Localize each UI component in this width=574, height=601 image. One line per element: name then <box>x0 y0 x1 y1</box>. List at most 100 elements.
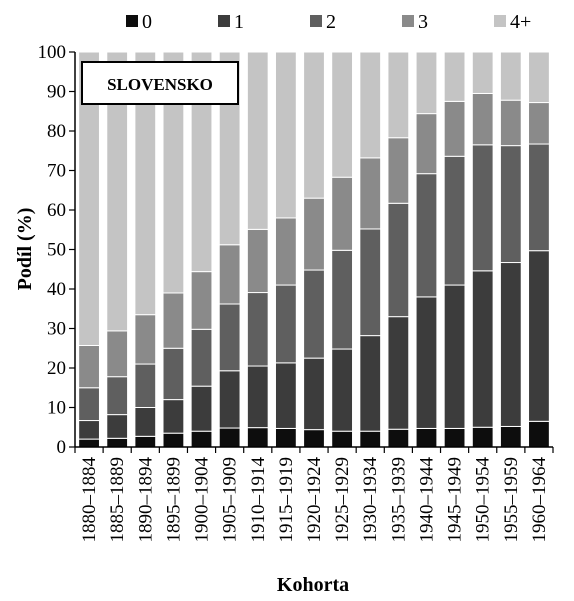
y-tick-label: 0 <box>57 437 67 458</box>
x-tick-label: 1950–1954 <box>473 457 494 543</box>
y-tick-label: 80 <box>47 121 66 142</box>
annotation-box: SLOVENSKO <box>81 61 239 105</box>
legend-swatch-1 <box>218 15 230 27</box>
bar-segment-1-16 <box>528 250 550 422</box>
legend-label-4plus: 4+ <box>510 11 531 33</box>
bar-segment-3-6 <box>246 228 269 294</box>
bar-segment-3-5 <box>218 244 241 305</box>
bar-segment-2-0 <box>78 387 100 422</box>
legend-label-1: 1 <box>234 11 244 33</box>
bar-segment-3-1 <box>106 330 129 378</box>
bar-segment-3-9 <box>331 176 354 251</box>
bar-segment-2-10 <box>359 228 382 337</box>
y-tick-label: 40 <box>47 279 66 300</box>
bar-segment-3-11 <box>387 137 410 204</box>
x-tick-label: 1895–1899 <box>163 457 184 543</box>
bar-segment-0-1 <box>106 437 129 448</box>
bar-segment-2-14 <box>471 144 494 272</box>
legend-swatch-3 <box>402 15 414 27</box>
bar-segment-3-10 <box>359 157 382 230</box>
bar-segment-1-4 <box>190 385 213 432</box>
legend: 0 1 2 3 4+ <box>126 11 531 33</box>
bar-segment-4plus-8 <box>303 51 325 199</box>
bar-segment-1-11 <box>387 316 410 430</box>
x-tick-label: 1945–1949 <box>445 457 466 543</box>
bar-segment-2-15 <box>499 145 522 264</box>
legend-swatch-2 <box>310 15 322 27</box>
bar-segment-2-3 <box>162 347 185 401</box>
x-tick-label: 1955–1959 <box>501 457 522 543</box>
legend-swatch-4plus <box>494 15 506 27</box>
x-tick-label: 1930–1934 <box>360 457 381 543</box>
bar-segment-2-16 <box>528 143 550 252</box>
bar-segment-0-10 <box>359 430 382 448</box>
bar-segment-0-3 <box>162 432 185 448</box>
bar-segment-4plus-16 <box>528 51 550 104</box>
y-tick-label: 30 <box>47 319 66 340</box>
bar-segment-4plus-4 <box>190 51 213 273</box>
bar-segment-1-7 <box>274 362 297 429</box>
bar-segment-0-2 <box>134 435 157 448</box>
bar-segment-1-1 <box>106 414 129 439</box>
bar-segment-4plus-13 <box>443 51 466 102</box>
bar-segment-1-5 <box>218 370 241 429</box>
bar-segment-0-11 <box>387 428 410 448</box>
bar-segment-2-7 <box>274 284 297 364</box>
bar-segment-1-2 <box>134 407 157 437</box>
x-tick-label: 1900–1904 <box>192 457 213 543</box>
bar-segment-3-12 <box>415 113 438 175</box>
bar-segment-4plus-14 <box>471 51 494 94</box>
bars <box>78 51 550 448</box>
bar-segment-3-7 <box>274 217 297 286</box>
bar-segment-2-11 <box>387 202 410 318</box>
bar-segment-0-9 <box>331 430 354 448</box>
x-tick-label: 1935–1939 <box>388 457 409 543</box>
bar-segment-2-4 <box>190 328 213 387</box>
bar-segment-3-4 <box>190 271 213 330</box>
annotation-text: SLOVENSKO <box>107 75 213 94</box>
bar-segment-4plus-12 <box>415 51 438 115</box>
x-tick-label: 1925–1929 <box>332 457 353 543</box>
bar-segment-2-5 <box>218 303 241 372</box>
bar-segment-0-4 <box>190 430 213 448</box>
bar-segment-0-12 <box>415 427 438 448</box>
bar-segment-3-13 <box>443 100 466 157</box>
y-tick-label: 20 <box>47 358 66 379</box>
bar-segment-4plus-1 <box>106 51 129 332</box>
legend-label-0: 0 <box>142 11 152 33</box>
bar-segment-0-13 <box>443 427 466 448</box>
bar-segment-1-6 <box>246 365 269 429</box>
bar-segment-2-6 <box>246 292 269 367</box>
bar-segment-1-15 <box>499 262 522 427</box>
x-tick-label: 1940–1944 <box>416 457 437 543</box>
bar-segment-0-8 <box>303 429 325 448</box>
y-axis-title: Podíl (%) <box>14 208 36 291</box>
bar-segment-1-12 <box>415 296 438 429</box>
bar-segment-4plus-10 <box>359 51 382 159</box>
bar-segment-0-0 <box>78 438 100 448</box>
bar-segment-2-8 <box>303 269 325 359</box>
bar-segment-0-5 <box>218 427 241 448</box>
bar-segment-0-7 <box>274 427 297 448</box>
legend-swatch-0 <box>126 15 138 27</box>
bar-segment-2-9 <box>331 249 354 350</box>
y-tick-label: 50 <box>47 240 66 261</box>
bar-segment-3-3 <box>162 292 185 349</box>
bar-segment-3-14 <box>471 92 494 146</box>
bar-segment-3-0 <box>78 344 100 389</box>
x-tick-label: 1960–1964 <box>529 457 550 543</box>
bar-segment-1-3 <box>162 399 185 434</box>
bar-segment-4plus-0 <box>78 51 100 346</box>
bar-segment-1-0 <box>78 420 100 440</box>
y-tick-label: 70 <box>47 161 66 182</box>
y-tick-label: 60 <box>47 200 66 221</box>
y-tick-label: 10 <box>47 398 66 419</box>
bar-segment-1-10 <box>359 335 382 432</box>
bar-segment-4plus-2 <box>134 51 157 316</box>
plot-area: 0 10 20 30 40 50 60 70 80 90 100 1880–1884 1885–1889… <box>38 42 554 543</box>
bar-segment-2-1 <box>106 376 129 416</box>
bar-segment-3-16 <box>528 102 550 145</box>
legend-label-2: 2 <box>326 11 336 33</box>
x-tick-label: 1880–1884 <box>79 457 100 543</box>
annotation-frame <box>81 61 239 105</box>
